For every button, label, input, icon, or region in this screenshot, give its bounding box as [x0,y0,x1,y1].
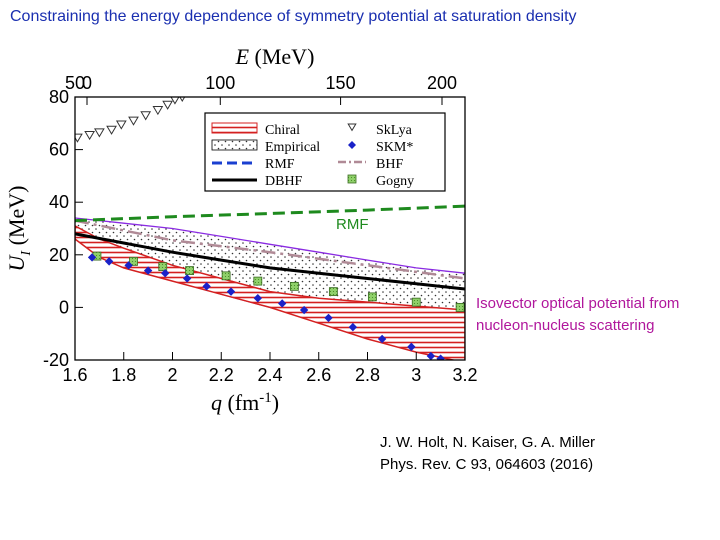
x-tick-label: 2.8 [355,365,380,385]
sklya-point [140,111,152,121]
y-tick-label: 80 [49,87,69,107]
skm-point [348,322,358,332]
skm-point [226,287,236,296]
skm-point [104,257,114,266]
legend-skm-marker [348,141,356,149]
empirical-upper-boundary [75,217,465,274]
citation: J. W. Holt, N. Kaiser, G. A. Miller Phys… [380,432,595,476]
legend-label: RMF [265,157,295,172]
x-tick-label: 3 [411,365,421,385]
top-tick-label: 50 [65,73,85,93]
gogny-point [129,256,138,266]
skm-point [426,351,436,360]
skm-point [202,282,211,291]
x-tick-label: 1.6 [62,365,87,385]
skm-point [143,266,153,275]
sklya-point [115,120,127,130]
gogny-point [411,297,421,307]
skm-point [299,305,309,315]
y-tick-label: 60 [49,140,69,160]
gogny-point [185,266,194,275]
gogny-point [455,302,465,312]
sklya-point [84,131,95,141]
legend-empirical-swatch [211,139,258,151]
legend-label: DBHF [265,174,303,189]
top-tick-label: 0 [82,73,92,93]
gogny-point [367,292,377,302]
legend-label: BHF [376,157,403,172]
top-tick-label: 150 [326,73,356,93]
x-tick-label: 2 [167,365,177,385]
skm-point [182,274,192,283]
sklya-point [106,125,117,135]
skm-point [253,293,263,303]
x-tick-label: 2.6 [306,365,331,385]
page-title: Constraining the energy dependence of sy… [10,8,577,25]
legend-chiral-swatch [211,122,258,134]
isovector-annotation-line2: nucleon-nucleus scattering [476,317,655,334]
y-axis-label: UI (MeV) [4,186,34,272]
skm-point [436,354,445,360]
x-tick-label: 2.4 [257,365,282,385]
x-tick-label: 3.2 [452,365,477,385]
sklya-point [94,128,105,138]
y-tick-label: 40 [49,192,69,212]
skm-point [277,299,287,308]
skm-point [377,334,387,344]
x-tick-label: 2.2 [209,365,234,385]
legend-label: Empirical [265,140,320,155]
isovector-annotation: Isovector optical potential from nucleon… [476,293,679,337]
bhf-line [75,219,465,280]
top-axis-label: E (MeV) [235,44,315,69]
gogny-point [253,276,263,286]
x-tick-label: 1.8 [111,365,136,385]
legend-label: Chiral [265,123,300,138]
skm-point [124,261,133,270]
y-tick-label: 20 [49,245,69,265]
top-tick-label: 200 [427,73,457,93]
isovector-annotation-line1: Isovector optical potential from [476,295,680,312]
skm-point [324,313,333,323]
rmf-annotation: RMF [336,216,369,233]
dbhf-line [75,232,465,291]
sklya-point [75,133,83,143]
skm-point [407,342,416,352]
gogny-point [328,287,338,297]
sklya-point [162,100,173,110]
legend-gogny-marker [347,174,357,184]
sklya-point [128,116,139,126]
y-tick-label: 0 [59,297,69,317]
legend-label: SKM* [376,140,413,155]
legend-label: Gogny [376,174,414,189]
sklya-point [170,97,180,105]
skm-point [87,253,97,262]
gogny-point [221,271,231,281]
citation-journal: Phys. Rev. C 93, 064603 (2016) [380,456,594,473]
top-tick-label: 100 [205,73,235,93]
sklya-point [152,106,164,116]
gogny-point [289,281,299,291]
rmf-line [75,204,465,223]
legend-label: SkLya [376,123,413,138]
citation-authors: J. W. Holt, N. Kaiser, G. A. Miller [380,434,596,451]
skm-point [160,269,170,278]
legend-sklya-marker [347,123,357,132]
x-axis-label: q (fm-1) [211,390,279,415]
gogny-point [158,262,168,272]
y-tick-label: -20 [43,350,69,370]
